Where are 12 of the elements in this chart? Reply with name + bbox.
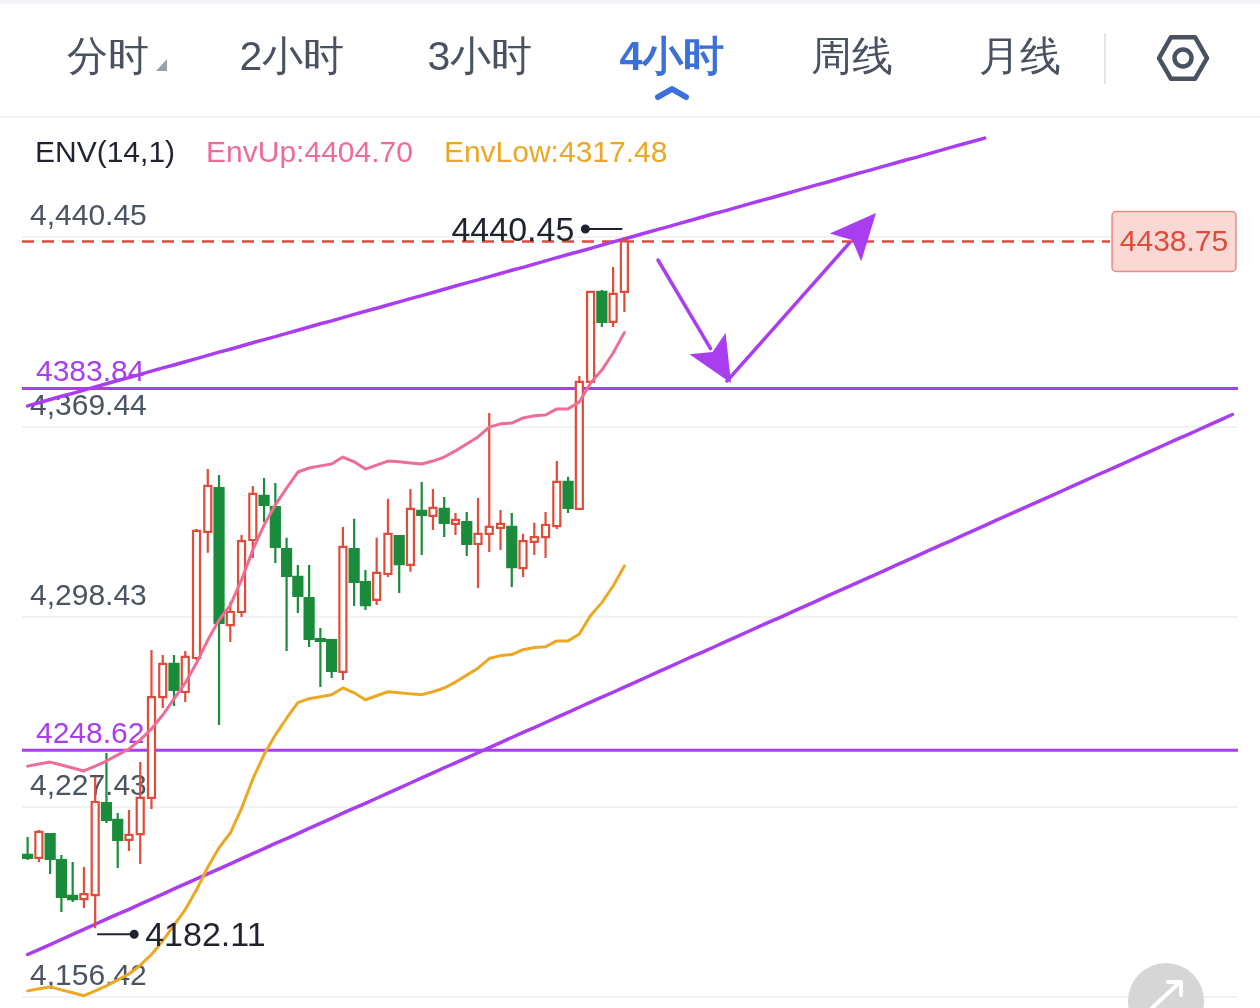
y-tick-label: 4,298.43: [30, 578, 147, 611]
tab-label: 周线: [811, 33, 893, 79]
tab-label: 分时: [67, 33, 149, 79]
title: 4小时: [619, 33, 725, 79]
extreme-label: 4440.45: [451, 209, 575, 248]
y-tick-label: 4,440.45: [30, 197, 147, 231]
tab-label: 2小时: [239, 33, 345, 79]
tab-label: 月线: [979, 33, 1061, 79]
ref-line-label: 4438.75: [1119, 224, 1229, 258]
legend: ENV(14,1) EnvUp:4404.70 EnvLow:4317.48: [35, 135, 668, 168]
ref-line-label: 4248.62: [36, 716, 145, 750]
tab-label: 3小时: [427, 33, 533, 79]
